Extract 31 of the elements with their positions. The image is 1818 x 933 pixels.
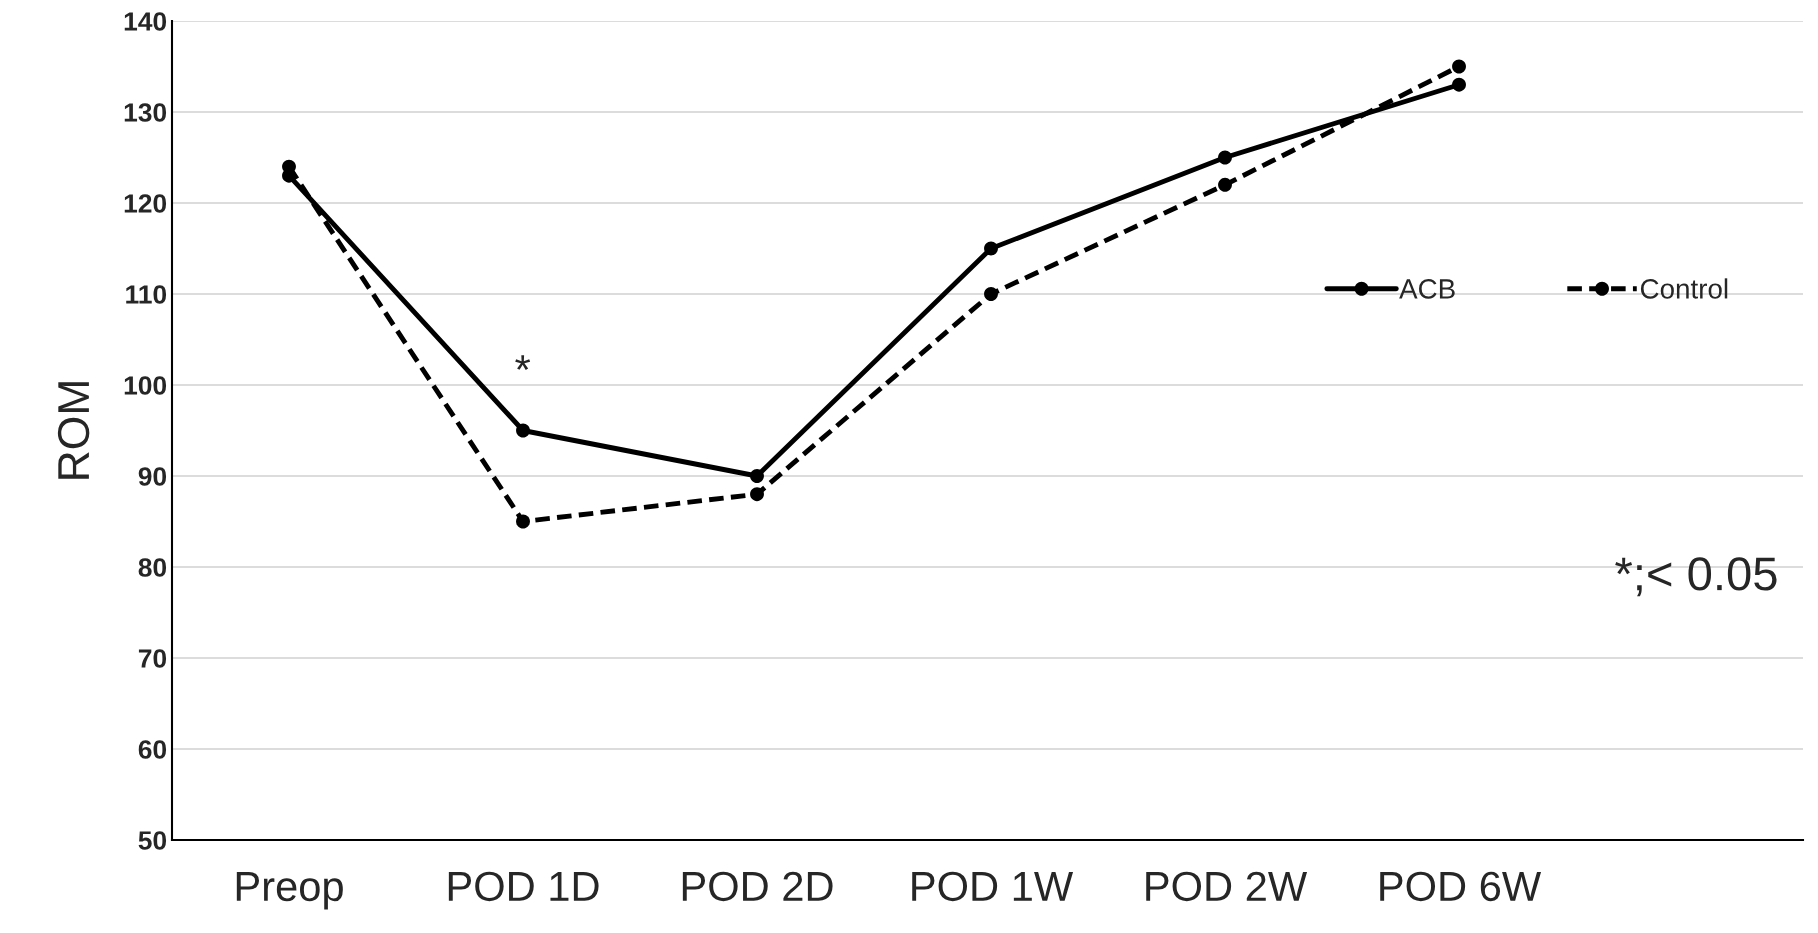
x-tick-label: POD 1W (912, 871, 1074, 902)
point (1218, 177, 1232, 192)
x-tick-label: POD 2D (682, 871, 833, 902)
y-tick-label: 130 (124, 103, 167, 122)
y-axis-title: ROM (57, 382, 90, 479)
y-tick-label: 50 (138, 831, 167, 850)
y-tick-label: 70 (138, 649, 167, 668)
point (516, 514, 530, 529)
y-tick-label: 60 (138, 740, 167, 759)
point (984, 241, 998, 256)
point (750, 469, 764, 483)
x-tick-label: POD 6W (1380, 871, 1542, 902)
point (1218, 150, 1232, 165)
annotation: * (515, 355, 531, 370)
y-tick-label: 80 (138, 558, 167, 577)
legend-label: ACB (1399, 279, 1455, 299)
point (1452, 59, 1466, 74)
y-tick-label: 100 (124, 376, 167, 395)
x-tick-label: POD 2W (1146, 871, 1308, 902)
legend-label: Control (1640, 278, 1728, 299)
point (984, 287, 998, 301)
text: *;< 0.05 (1615, 557, 1777, 597)
y-tick-label: 120 (124, 194, 167, 213)
point (750, 487, 764, 502)
y-tick-label: 90 (138, 467, 167, 486)
y-tick-label: 140 (124, 12, 167, 31)
point (1452, 77, 1466, 92)
y-tick-label: 110 (126, 285, 167, 304)
x-tick-label: Preop (236, 872, 343, 910)
x-tick-label: POD 1D (448, 871, 599, 902)
point (516, 423, 530, 438)
